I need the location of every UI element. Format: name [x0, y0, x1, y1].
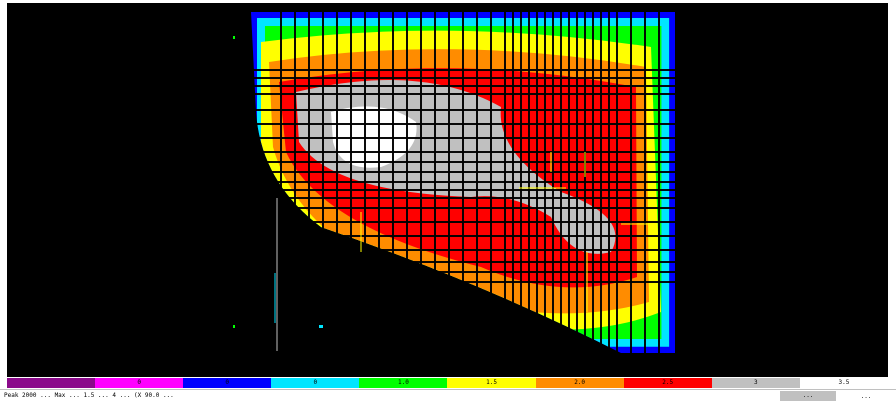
contour-heatmap	[251, 12, 675, 353]
legend-label: 0	[313, 379, 318, 386]
legend-swatch: 0	[183, 378, 272, 388]
legend-label: 0	[137, 379, 141, 386]
axis-lines	[233, 36, 323, 351]
status-text: Peak 2000 ... Max ... 1.5 ... 4 ... (X 9…	[4, 392, 174, 399]
legend-swatch: 3	[711, 378, 800, 388]
legend-swatch: 2.0	[535, 378, 624, 388]
legend-swatch: 2.5	[623, 378, 712, 388]
legend-label: 3.5	[838, 379, 850, 386]
legend-swatch	[7, 378, 96, 388]
legend-swatch: 1.5	[447, 378, 536, 388]
legend-swatch: 3.5	[799, 378, 888, 388]
color-legend: 0 0 0 1.0 1.5 2.0 2.5 3 3.5	[7, 378, 888, 388]
status-field-secondary: ...	[860, 393, 872, 400]
legend-swatch: 0	[95, 378, 184, 388]
legend-label: 2.5	[662, 379, 674, 386]
legend-label: 0	[225, 379, 230, 386]
legend-label: 2.0	[574, 379, 586, 386]
legend-label: 1.0	[398, 379, 409, 386]
legend-label: 3	[753, 379, 758, 386]
contour-plot-canvas[interactable]	[7, 3, 888, 377]
legend-swatch: 1.0	[359, 378, 448, 388]
status-bar: Peak 2000 ... Max ... 1.5 ... 4 ... (X 9…	[0, 389, 896, 406]
legend-label: 1.5	[486, 379, 497, 386]
legend-swatch: 0	[271, 378, 360, 388]
status-field: ...	[780, 391, 836, 401]
